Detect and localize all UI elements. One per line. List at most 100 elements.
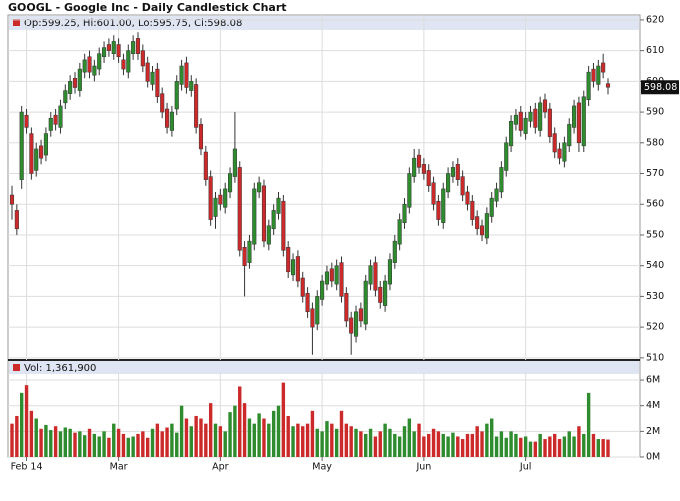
volume-bar: [431, 428, 436, 457]
candle-body: [576, 102, 581, 144]
candle-body: [426, 170, 431, 187]
candle-body: [247, 240, 252, 263]
candle-body: [368, 265, 373, 285]
volume-bar: [402, 426, 407, 457]
volume-bar: [257, 413, 261, 457]
last-price-label: 598.08: [644, 82, 677, 93]
candle-body: [165, 108, 170, 128]
volume-bar: [286, 415, 290, 457]
volume-bar: [228, 412, 232, 457]
candle-body: [353, 311, 359, 337]
candle-body: [208, 176, 213, 220]
volume-bar: [528, 441, 533, 457]
volume-bar: [460, 439, 465, 457]
volume-bar: [475, 426, 479, 457]
candle-body: [305, 293, 310, 313]
volume-bar: [368, 428, 373, 457]
candle-body: [213, 197, 218, 217]
volume-bar: [441, 433, 445, 457]
candle-body: [421, 164, 426, 174]
candle-body: [203, 151, 208, 180]
volume-bar: [422, 436, 426, 457]
volume-bar: [131, 436, 135, 457]
candle-body: [82, 59, 87, 73]
candle-body: [320, 280, 325, 300]
volume-bar: [310, 410, 315, 457]
candle-body: [523, 117, 528, 134]
candle-body: [324, 271, 330, 285]
volume-bar: [344, 423, 349, 457]
candle-body: [465, 191, 470, 205]
volume-bar: [388, 428, 392, 457]
volume-bar: [305, 423, 310, 457]
candle-body: [513, 114, 518, 125]
candle-body: [402, 203, 407, 223]
volume-bar: [63, 427, 68, 457]
candle-body: [63, 90, 68, 104]
candle-body: [169, 111, 174, 131]
candle-body: [441, 188, 446, 223]
y-tick-label: 620: [646, 14, 664, 25]
candle-body: [68, 81, 73, 94]
volume-bar: [606, 439, 610, 457]
candle-body: [455, 164, 460, 180]
y-tick-label: 0M: [646, 452, 660, 463]
candle-body: [218, 194, 223, 205]
volume-bar: [359, 431, 363, 457]
volume-bar: [150, 428, 155, 457]
volume-bar: [339, 410, 344, 457]
ohlc-label: Op:599.25, Hi:601.00, Lo:595.75, Cl:598.…: [24, 18, 242, 29]
volume-bar: [557, 439, 562, 457]
candle-body: [92, 65, 97, 76]
y-tick-label: 610: [646, 45, 664, 56]
volume-bar: [494, 436, 499, 457]
volume-bar: [470, 433, 475, 457]
volume-bar: [548, 436, 552, 457]
volume-bar: [465, 433, 470, 457]
volume-bar: [552, 433, 557, 457]
volume-bar: [179, 405, 184, 457]
volume-bar: [562, 436, 567, 457]
candle-body: [538, 102, 543, 131]
candle-body: [596, 65, 601, 85]
candle-body: [106, 44, 111, 51]
volume-bar: [145, 437, 150, 457]
volume-bar: [184, 418, 189, 457]
candle-body: [479, 225, 485, 236]
volume-bar: [291, 426, 295, 457]
volume-bar: [78, 431, 82, 457]
volume-bar: [223, 431, 227, 457]
y-tick-label: 540: [646, 260, 664, 271]
volume-bar: [49, 430, 53, 457]
candle-body: [145, 62, 150, 82]
candle-body: [24, 114, 29, 128]
candle-body: [261, 185, 267, 242]
candle-body: [29, 133, 34, 174]
candle-body: [300, 277, 305, 297]
volume-bar: [601, 439, 605, 457]
y-tick-label: 550: [646, 229, 664, 240]
y-tick-label: 560: [646, 199, 664, 210]
volume-bar: [155, 423, 160, 457]
legend-swatch: [13, 364, 20, 371]
candle-body: [387, 259, 393, 285]
volume-bar: [204, 423, 208, 457]
x-tick-label: May: [312, 462, 332, 473]
y-tick-label: 570: [646, 168, 664, 179]
candle-body: [194, 84, 199, 128]
candle-body: [431, 182, 436, 205]
volume-bar: [92, 433, 97, 457]
candle-body: [97, 53, 102, 70]
candle-body: [358, 308, 363, 322]
volume-bar: [383, 423, 387, 457]
volume-bar: [247, 418, 252, 457]
candle-body: [494, 188, 499, 202]
candle-body: [19, 111, 24, 180]
candle-body: [102, 47, 107, 58]
y-tick-label: 580: [646, 137, 664, 148]
volume-bar: [24, 385, 29, 457]
volume-bar: [485, 423, 489, 457]
volume-bar: [301, 426, 305, 457]
y-tick-label: 510: [646, 352, 664, 363]
volume-bar: [538, 433, 542, 457]
